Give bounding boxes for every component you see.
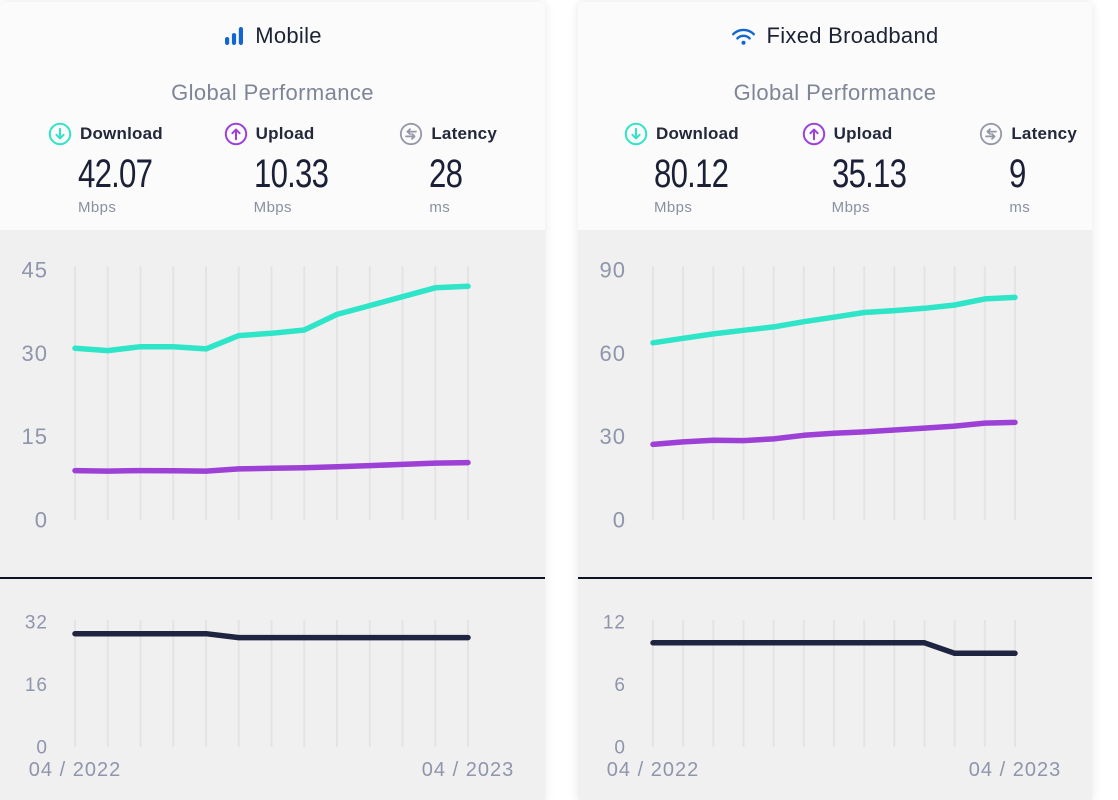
svg-text:60: 60: [600, 341, 626, 366]
fixed-speed-chart: 90 60 30 0: [600, 257, 1018, 532]
svg-text:0: 0: [35, 507, 48, 532]
wifi-icon: [731, 27, 756, 46]
metric-unit: Mbps: [654, 199, 693, 216]
metric-label: Download: [656, 124, 739, 143]
svg-text:30: 30: [22, 341, 48, 366]
svg-text:90: 90: [600, 257, 626, 282]
metric-value: 28: [429, 152, 463, 196]
metric-unit: Mbps: [253, 199, 292, 216]
metric-value: 80.12: [654, 152, 729, 196]
fixed-latency-chart-section: 12 6 0 04 / 2022 04 / 2023: [578, 579, 1092, 800]
svg-text:12: 12: [603, 612, 626, 633]
metric-value: 42.07: [78, 152, 153, 196]
mobile-speed-chart-section: 45 30 15 0: [0, 230, 545, 577]
metric-unit: ms: [1009, 199, 1031, 216]
metric-label: Latency: [431, 124, 497, 143]
metric-value: 10.33: [253, 152, 329, 196]
fixed-card-header: Fixed Broadband Global Performance Downl…: [578, 2, 1092, 230]
svg-text:04 / 2023: 04 / 2023: [969, 759, 1061, 781]
metric-latency: Latency 28 ms: [399, 122, 497, 216]
fixed-speed-chart-section: 90 60 30 0: [578, 230, 1092, 577]
svg-text:04 / 2022: 04 / 2022: [607, 759, 699, 781]
metric-label: Upload: [255, 124, 315, 143]
metric-label: Latency: [1011, 124, 1077, 143]
download-circle-arrow-icon: [48, 122, 72, 146]
latency-circle-arrows-icon: [399, 122, 423, 146]
svg-text:0: 0: [613, 507, 626, 532]
svg-text:0: 0: [614, 737, 626, 758]
svg-text:0: 0: [36, 737, 48, 758]
fixed-title-row: Fixed Broadband: [578, 18, 1092, 54]
svg-text:6: 6: [614, 675, 626, 696]
mobile-signal-bars-icon: [223, 25, 245, 47]
metric-value: 35.13: [831, 152, 907, 196]
metric-value: 9: [1009, 152, 1026, 196]
metric-upload: Upload 10.33 Mbps: [224, 122, 349, 216]
svg-text:16: 16: [25, 675, 48, 696]
section-divider: [578, 577, 1092, 579]
metric-download: Download 42.07 Mbps: [48, 122, 173, 216]
metric-upload: Upload 35.13 Mbps: [802, 122, 927, 216]
metric-unit: ms: [429, 199, 451, 216]
mobile-latency-chart-section: 32 16 0 04 / 2022 04 / 2023: [0, 579, 545, 800]
upload-circle-arrow-icon: [802, 122, 826, 146]
fixed-metrics-row: Download 80.12 Mbps Upload 35.13: [578, 122, 1092, 216]
svg-text:04 / 2023: 04 / 2023: [422, 759, 514, 781]
latency-circle-arrows-icon: [979, 122, 1003, 146]
upload-circle-arrow-icon: [224, 122, 248, 146]
svg-text:30: 30: [600, 424, 626, 449]
metric-unit: Mbps: [78, 199, 117, 216]
metric-label: Download: [80, 124, 163, 143]
card-fixed-broadband: Fixed Broadband Global Performance Downl…: [578, 2, 1092, 800]
metric-download: Download 80.12 Mbps: [624, 122, 749, 216]
card-mobile: Mobile Global Performance Download 42.07…: [0, 2, 545, 800]
svg-text:04 / 2022: 04 / 2022: [29, 759, 121, 781]
card-title: Fixed Broadband: [766, 23, 939, 48]
metric-label: Upload: [833, 124, 893, 143]
card-title: Mobile: [255, 23, 322, 48]
card-subtitle: Global Performance: [733, 80, 937, 105]
svg-text:32: 32: [25, 612, 48, 633]
metric-unit: Mbps: [831, 199, 870, 216]
mobile-metrics-row: Download 42.07 Mbps Upload 10.33: [0, 122, 545, 216]
mobile-latency-chart: 32 16 004 / 2022 04 / 2023: [25, 612, 514, 781]
card-subtitle: Global Performance: [171, 80, 374, 105]
svg-text:45: 45: [22, 257, 48, 282]
svg-text:15: 15: [22, 424, 48, 449]
mobile-title-row: Mobile: [0, 18, 545, 54]
metric-latency: Latency 9 ms: [979, 122, 1077, 216]
section-divider: [0, 577, 545, 579]
mobile-card-header: Mobile Global Performance Download 42.07…: [0, 2, 545, 230]
fixed-latency-chart: 12 6 004 / 2022 04 / 2023: [603, 612, 1061, 781]
download-circle-arrow-icon: [624, 122, 648, 146]
mobile-speed-chart: 45 30 15 0: [22, 257, 471, 532]
